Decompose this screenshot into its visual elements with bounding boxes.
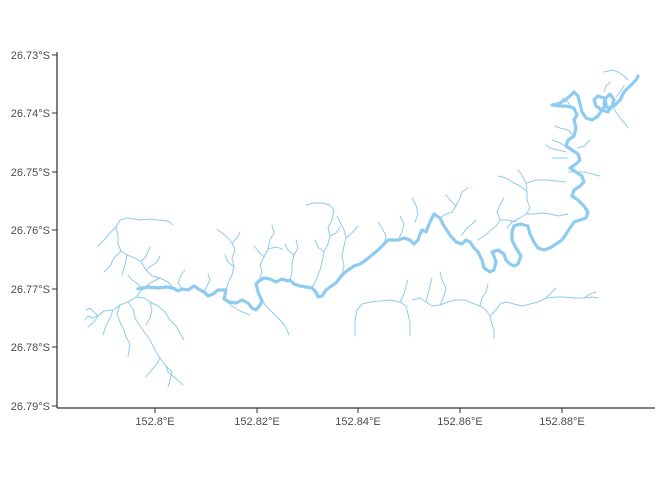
stream-segment: [284, 243, 295, 256]
stream-segment: [439, 271, 447, 306]
stream-segment: [116, 304, 131, 357]
stream-segment: [140, 246, 151, 263]
stream-segment: [577, 139, 591, 149]
stream-segment: [399, 279, 409, 303]
stream-segment: [115, 217, 174, 289]
stream-segment: [84, 310, 105, 321]
stream-segment: [526, 179, 567, 184]
x-tick-label: 152.8°E: [135, 416, 174, 428]
stream-segment: [149, 301, 185, 341]
stream-segment: [397, 215, 405, 241]
stream-segment: [611, 105, 629, 129]
stream-segment: [177, 269, 186, 290]
stream-segment: [477, 197, 505, 241]
stream-segment: [314, 239, 325, 253]
stream-segment: [615, 85, 625, 98]
stream-segment: [445, 194, 457, 207]
stream-segment: [289, 239, 299, 281]
stream-segment: [439, 187, 469, 219]
x-tick-label: 152.86°E: [437, 416, 482, 428]
stream-segment: [216, 228, 236, 291]
main-river-channel: [136, 74, 640, 312]
x-tick-label: 152.84°E: [335, 416, 380, 428]
stream-segment: [506, 169, 531, 229]
stream-segment: [554, 125, 575, 137]
x-tick-label: 152.88°E: [539, 416, 584, 428]
stream-segment: [231, 231, 241, 244]
y-tick-label: 26.74°S: [11, 108, 50, 120]
y-tick-label: 26.78°S: [11, 342, 50, 354]
stream-segment: [135, 296, 153, 326]
y-tick-label: 26.77°S: [11, 284, 50, 296]
stream-segment: [551, 139, 567, 147]
y-tick-label: 26.79°S: [11, 401, 50, 413]
stream-segment: [603, 81, 611, 93]
stream-segment: [377, 221, 387, 245]
stream-segment: [345, 225, 359, 239]
stream-segment: [85, 307, 99, 317]
stream-segment: [253, 245, 265, 258]
y-axis: 26.73°S 26.74°S 26.75°S 26.76°S 26.77°S …: [11, 50, 58, 413]
stream-segment: [203, 273, 211, 293]
stream-segment: [145, 357, 161, 378]
stream-segment: [479, 283, 489, 307]
stream-segment: [603, 69, 629, 81]
stream-segment: [165, 365, 173, 388]
stream-segment: [525, 212, 569, 217]
stream-segment: [97, 226, 117, 247]
tributary-streams: [84, 69, 629, 388]
y-tick-label: 26.75°S: [11, 167, 50, 179]
stream-segment: [258, 224, 275, 282]
stream-segment: [261, 300, 290, 336]
stream-segment: [224, 254, 235, 268]
stream-segment: [545, 296, 599, 299]
stream-segment: [305, 202, 335, 289]
stream-segment: [103, 250, 122, 273]
stream-segment: [354, 299, 411, 337]
stream-segment: [411, 297, 495, 339]
stream-segment: [336, 215, 347, 276]
stream-segment: [127, 301, 184, 386]
stream-segment: [461, 219, 477, 236]
stream-segment: [425, 277, 433, 303]
stream-segment: [267, 246, 283, 250]
stream-segment: [145, 255, 161, 271]
main-river: [136, 74, 640, 312]
stream-segment: [411, 197, 419, 223]
y-tick-label: 26.73°S: [11, 50, 50, 62]
stream-segment: [567, 171, 601, 177]
y-tick-label: 26.76°S: [11, 225, 50, 237]
stream-segment: [497, 175, 528, 193]
x-tick-label: 152.82°E: [234, 416, 279, 428]
stream-segment: [329, 226, 341, 237]
stream-segment: [545, 144, 567, 153]
stream-segment: [583, 291, 597, 299]
stream-segment: [121, 254, 128, 276]
stream-segment: [102, 309, 114, 336]
x-axis: 152.8°E 152.82°E 152.84°E 152.86°E 152.8…: [57, 407, 655, 428]
stream-segment: [489, 287, 557, 317]
